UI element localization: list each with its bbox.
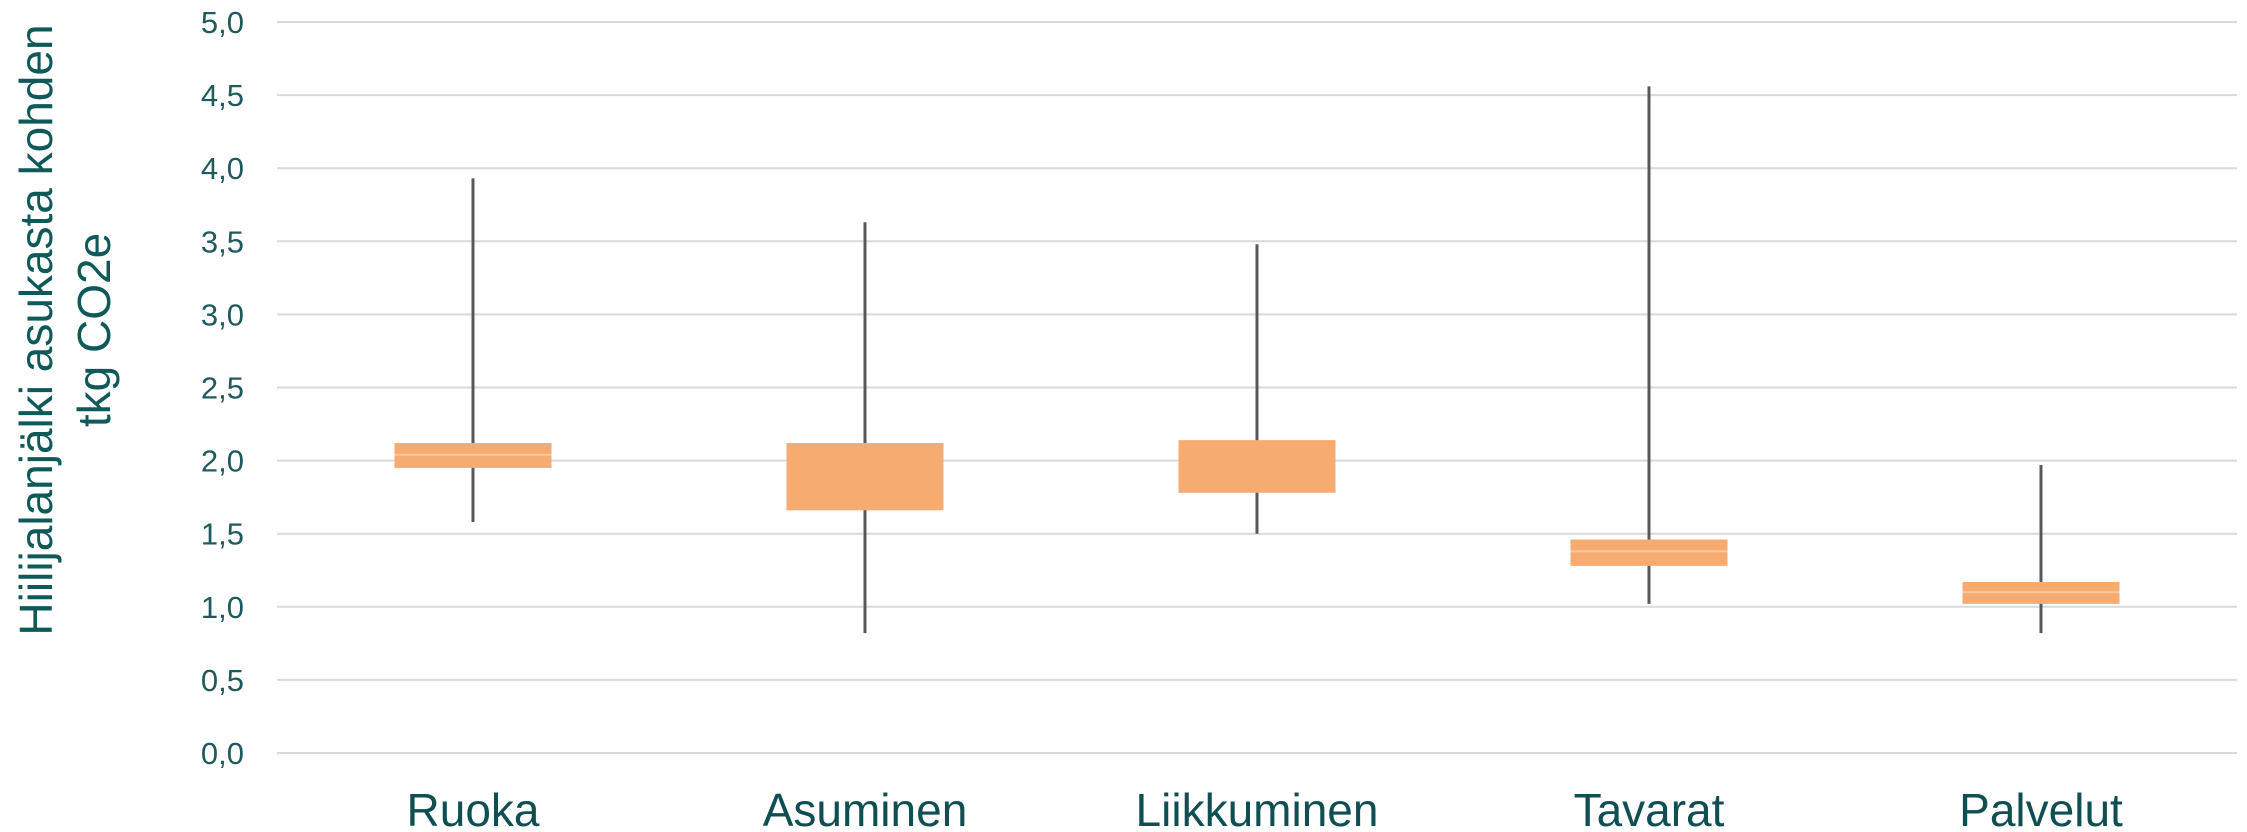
category-labels: Ruoka Asuminen Liikkuminen Tavarat Palvelut — [407, 784, 2124, 832]
y-tick-label-0: 0,0 — [201, 736, 244, 771]
y-tick-label-3: 1,5 — [201, 517, 244, 552]
box-tavarat — [1570, 539, 1728, 566]
y-tick-label-8: 4,0 — [201, 151, 244, 186]
category-label-tavarat: Tavarat — [1574, 784, 1725, 832]
category-label-liikkuminen: Liikkuminen — [1136, 784, 1379, 832]
category-label-asuminen: Asuminen — [763, 784, 968, 832]
y-tick-label-4: 2,0 — [201, 444, 244, 479]
box-plots — [394, 86, 2120, 634]
category-label-ruoka: Ruoka — [407, 784, 540, 832]
y-tick-label-5: 2,5 — [201, 371, 244, 406]
category-label-palvelut: Palvelut — [1959, 784, 2123, 832]
box-asuminen — [786, 443, 944, 511]
box-liikkuminen — [1178, 440, 1336, 493]
y-axis-title-line-1: Hiilijalanjälki asukasta kohden — [10, 24, 62, 635]
y-tick-labels: 0,0 0,5 1,0 1,5 2,0 2,5 3,0 3,5 4,0 4,5 5,0 — [201, 5, 244, 771]
y-tick-label-6: 3,0 — [201, 297, 244, 332]
y-tick-label-7: 3,5 — [201, 224, 244, 259]
y-axis-title-line-2: tkg CO2e — [68, 233, 120, 427]
y-tick-label-9: 4,5 — [201, 78, 244, 113]
y-tick-label-10: 5,0 — [201, 5, 244, 40]
y-tick-label-2: 1,0 — [201, 590, 244, 625]
y-axis-title: Hiilijalanjälki asukasta kohden tkg CO2e — [10, 24, 120, 635]
y-tick-label-1: 0,5 — [201, 663, 244, 698]
